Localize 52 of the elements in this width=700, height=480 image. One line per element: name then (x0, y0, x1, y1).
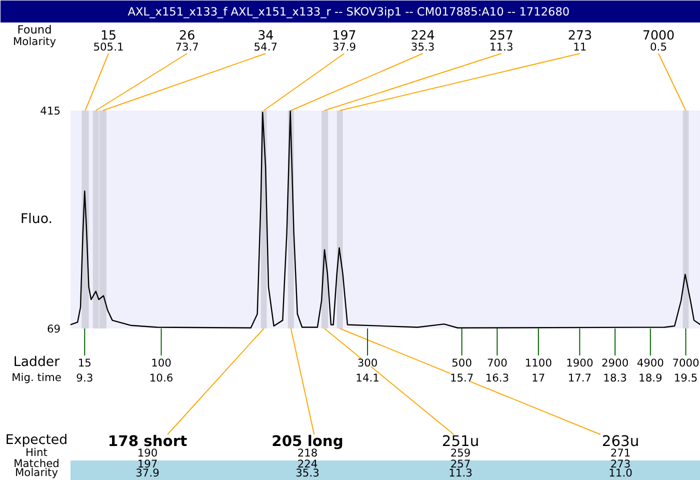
text: 2900 (601, 356, 629, 370)
x-axis-title: Mig. time (12, 371, 62, 384)
text: 37.9 (136, 466, 160, 480)
text: 500 (452, 356, 472, 370)
text: Expected (5, 433, 68, 448)
annotation: 73.7 (175, 40, 199, 54)
x-tick-label: 16.3 (485, 372, 510, 384)
text: 11.3 (448, 466, 472, 480)
y-tick-label: 69 (46, 322, 61, 336)
x-tick-label: 18.3 (603, 372, 627, 384)
x-tick-label: 14.1 (356, 372, 380, 384)
y-axis-title: Fluo. (20, 212, 52, 227)
band-label: 224 (410, 28, 435, 42)
annotation: 37.9 (332, 40, 356, 54)
text: 15 (78, 356, 92, 370)
band-label: 273 (568, 28, 592, 42)
annotation: 54.7 (254, 40, 278, 54)
band-label: 257 (489, 28, 514, 42)
x-tick-label: 19.5 (674, 372, 698, 384)
text: 7000 (672, 356, 700, 370)
text: Found (17, 22, 52, 36)
text: 4900 (636, 356, 664, 370)
band-label: 7000 (642, 28, 675, 42)
annotation: 505.1 (93, 40, 124, 54)
annotation: 0.5 (650, 40, 667, 54)
x-tick-label: 10.6 (149, 372, 174, 384)
text: 700 (487, 356, 508, 370)
y-tick-label: 415 (40, 104, 61, 118)
chart-title: AXL_x151_x133_f AXL_x151_x133_r -- SKOV3ip1 -- CM017885:A10 -- 1712680 (128, 4, 570, 18)
text: 100 (151, 356, 172, 370)
text: 1900 (566, 356, 594, 370)
text: Molarity (14, 466, 58, 479)
x-tick-label: 15.7 (450, 372, 474, 384)
x-tick-label: 18.9 (638, 372, 662, 384)
text: Hint (26, 446, 48, 459)
text: 35.3 (296, 466, 320, 480)
text: Molarity (12, 35, 56, 48)
line-series (70, 110, 700, 328)
x-tick-label: 17.7 (568, 372, 592, 384)
annotation: 11.3 (489, 40, 514, 54)
text: 300 (357, 356, 378, 370)
text: 1100 (524, 356, 552, 370)
band-label: 26 (179, 28, 196, 42)
band-label: 197 (332, 28, 356, 42)
annotation: 11 (573, 40, 587, 54)
text: Ladder (13, 355, 60, 370)
text: 11.0 (608, 466, 633, 480)
x-tick-label: 17 (532, 372, 546, 384)
annotation: 35.3 (410, 40, 435, 54)
x-tick-label: 9.3 (76, 372, 94, 384)
band-label: 34 (258, 28, 274, 42)
band-label: 15 (100, 28, 117, 42)
